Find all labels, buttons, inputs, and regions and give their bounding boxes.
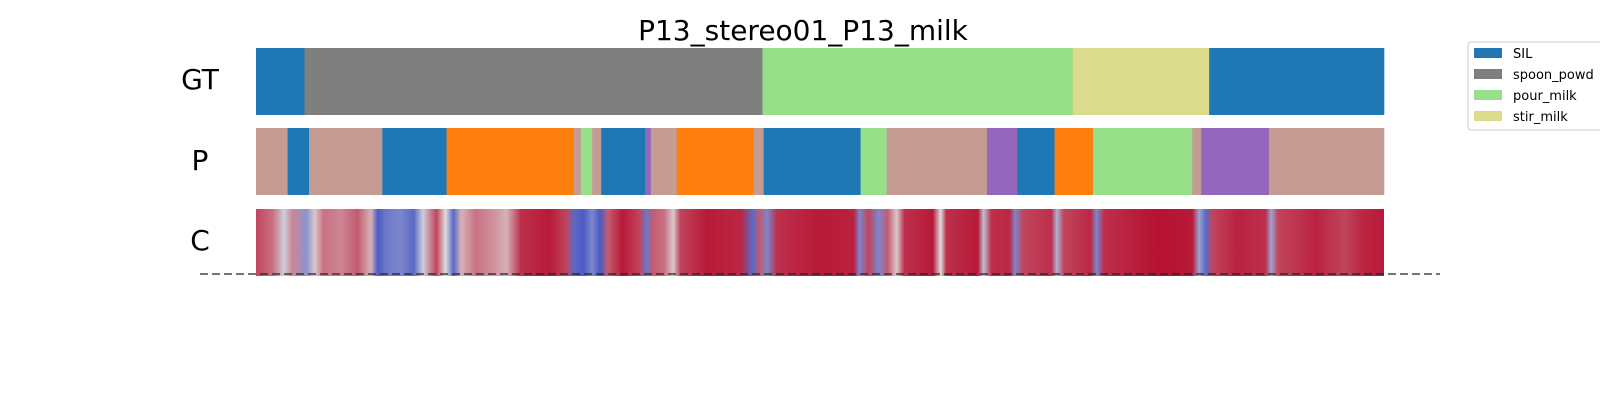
pred-segment-pink-class	[1192, 128, 1202, 195]
pred-segment-pink-class	[309, 128, 383, 195]
legend-swatch-pour-milk	[1474, 90, 1502, 100]
prediction-segment-row	[256, 128, 1385, 195]
gt-segment-spoon-powder	[304, 48, 763, 115]
row-label-c: C	[190, 224, 210, 257]
pred-segment-SIL	[382, 128, 447, 195]
pred-segment-pink-class	[574, 128, 582, 195]
pred-segment-purple-class	[1201, 128, 1270, 195]
legend-label-SIL: SIL	[1513, 47, 1533, 62]
pred-segment-pink-class	[650, 128, 678, 195]
pred-segment-SIL	[287, 128, 310, 195]
pred-segment-orange-class	[676, 128, 754, 195]
legend-swatch-stir-milk	[1474, 111, 1502, 121]
pred-segment-orange-class	[1054, 128, 1094, 195]
legend: SIL spoon_powd pour_milk stir_milk	[1467, 41, 1600, 131]
pred-segment-purple-class	[986, 128, 1018, 195]
pred-segment-SIL	[1017, 128, 1055, 195]
legend-swatch-spoon-powder	[1474, 69, 1502, 79]
legend-swatch-SIL	[1474, 48, 1502, 58]
pred-segment-pour-milk	[860, 128, 887, 195]
gt-segment-SIL	[1209, 48, 1385, 115]
confidence-strip	[256, 209, 1384, 276]
legend-label-spoon-powder: spoon_powd	[1513, 68, 1594, 83]
legend-frame	[1467, 41, 1600, 131]
row-label-gt: GT	[181, 63, 220, 96]
row-label-p: P	[192, 144, 209, 177]
pred-segment-pink-class	[753, 128, 764, 195]
gt-segment-SIL	[256, 48, 305, 115]
pred-segment-SIL	[601, 128, 646, 195]
pred-segment-pink-class	[886, 128, 988, 195]
pred-segment-SIL	[763, 128, 861, 195]
pred-segment-pink-class	[592, 128, 602, 195]
gt-segment-stir-milk	[1072, 48, 1210, 115]
legend-label-stir-milk: stir_milk	[1513, 110, 1568, 125]
pred-segment-purple-class	[645, 128, 652, 195]
gt-segment-row	[256, 48, 1385, 115]
pred-segment-pour-milk	[1092, 128, 1193, 195]
gt-segment-pour-milk	[762, 48, 1073, 115]
chart-title: P13_stereo01_P13_milk	[638, 14, 969, 47]
pred-segment-pour-milk	[580, 128, 593, 195]
pred-segment-pink-class	[1268, 128, 1385, 195]
pred-segment-orange-class	[446, 128, 575, 195]
legend-label-pour-milk: pour_milk	[1513, 89, 1577, 104]
pred-segment-pink-class	[256, 128, 288, 195]
